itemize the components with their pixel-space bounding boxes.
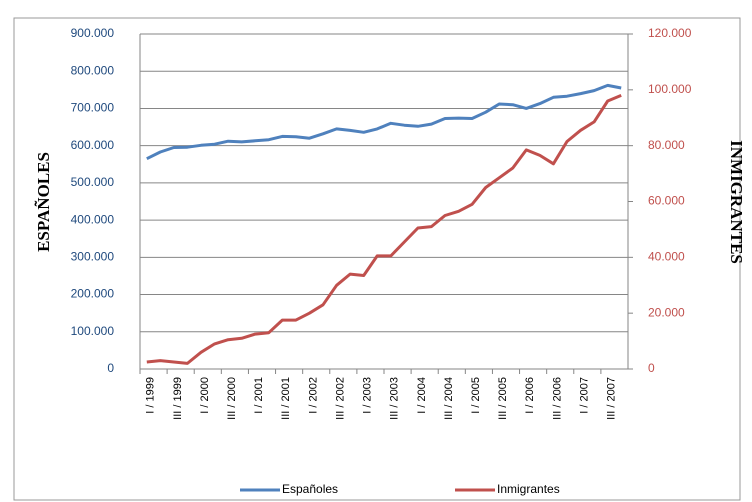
x-tick-label: I / 2007 [578,377,590,414]
x-tick-label: III / 2001 [280,377,292,420]
x-tick-label: III / 2002 [334,377,346,420]
x-tick-label: I / 2005 [470,377,482,414]
legend-label: Españoles [282,482,338,496]
x-tick-label: I / 2001 [253,377,265,414]
y-tick-label: 800.000 [71,63,115,77]
x-tick-label: III / 2005 [497,377,509,420]
y2-tick-label: 120.000 [648,26,692,40]
x-tick-label: I / 2002 [307,377,319,414]
x-tick-label: III / 2004 [443,377,455,420]
y-tick-label: 200.000 [71,287,115,301]
series-line [146,83,622,161]
y2-tick-label: 60.000 [648,194,685,208]
y-tick-label: 0 [107,361,114,375]
x-tick-label: I / 2004 [416,377,428,414]
y-tick-label: 900.000 [71,26,115,40]
x-tick-label: I / 2006 [524,377,536,414]
x-tick-label: III / 2003 [389,377,401,420]
y2-tick-label: 40.000 [648,250,685,264]
legend-label: Inmigrantes [497,482,560,496]
x-tick-label: I / 1999 [145,377,157,414]
x-tick-label: III / 2006 [551,377,563,420]
y-tick-label: 500.000 [71,175,115,189]
x-tick-label: III / 1999 [172,377,184,420]
x-tick-label: I / 2000 [199,377,211,414]
y2-tick-label: 20.000 [648,305,685,319]
y2-tick-label: 0 [648,361,655,375]
y2-tick-label: 100.000 [648,82,692,96]
x-tick-label: III / 2007 [606,377,618,420]
y-tick-label: 100.000 [71,324,115,338]
series-line [146,94,622,365]
y-tick-label: 600.000 [71,138,115,152]
y-tick-label: 400.000 [71,212,115,226]
y2-tick-label: 80.000 [648,138,685,152]
y-tick-label: 300.000 [71,250,115,264]
y-axis-title: ESPAÑOLES [34,152,53,252]
y-tick-label: 700.000 [71,101,115,115]
y2-axis-title: INMIGRANTES [727,140,746,264]
x-tick-label: III / 2000 [226,377,238,420]
x-tick-label: I / 2003 [362,377,374,414]
chart-border [13,17,741,501]
